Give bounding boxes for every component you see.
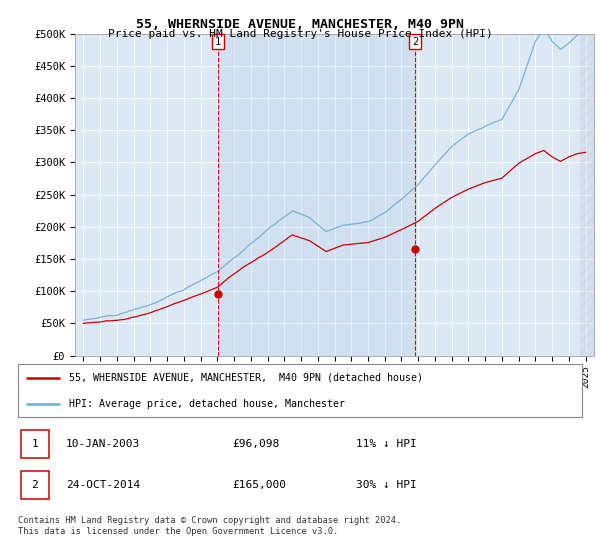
Text: Contains HM Land Registry data © Crown copyright and database right 2024.
This d: Contains HM Land Registry data © Crown c… <box>18 516 401 536</box>
Bar <box>218 34 415 356</box>
Text: 11% ↓ HPI: 11% ↓ HPI <box>356 438 417 449</box>
Text: 30% ↓ HPI: 30% ↓ HPI <box>356 480 417 491</box>
Text: 1: 1 <box>215 37 221 47</box>
FancyBboxPatch shape <box>18 364 582 417</box>
FancyBboxPatch shape <box>21 472 49 499</box>
Text: 1: 1 <box>32 438 38 449</box>
Text: 55, WHERNSIDE AVENUE, MANCHESTER,  M40 9PN (detached house): 55, WHERNSIDE AVENUE, MANCHESTER, M40 9P… <box>69 373 423 383</box>
Text: 2: 2 <box>32 480 38 491</box>
FancyBboxPatch shape <box>21 430 49 458</box>
Text: Price paid vs. HM Land Registry's House Price Index (HPI): Price paid vs. HM Land Registry's House … <box>107 29 493 39</box>
Text: £165,000: £165,000 <box>232 480 286 491</box>
Text: £96,098: £96,098 <box>232 438 280 449</box>
Text: 2: 2 <box>412 37 418 47</box>
Text: 10-JAN-2003: 10-JAN-2003 <box>66 438 140 449</box>
Bar <box>580 34 594 356</box>
Text: HPI: Average price, detached house, Manchester: HPI: Average price, detached house, Manc… <box>69 399 345 409</box>
Text: 55, WHERNSIDE AVENUE, MANCHESTER, M40 9PN: 55, WHERNSIDE AVENUE, MANCHESTER, M40 9P… <box>136 18 464 31</box>
Text: 24-OCT-2014: 24-OCT-2014 <box>66 480 140 491</box>
